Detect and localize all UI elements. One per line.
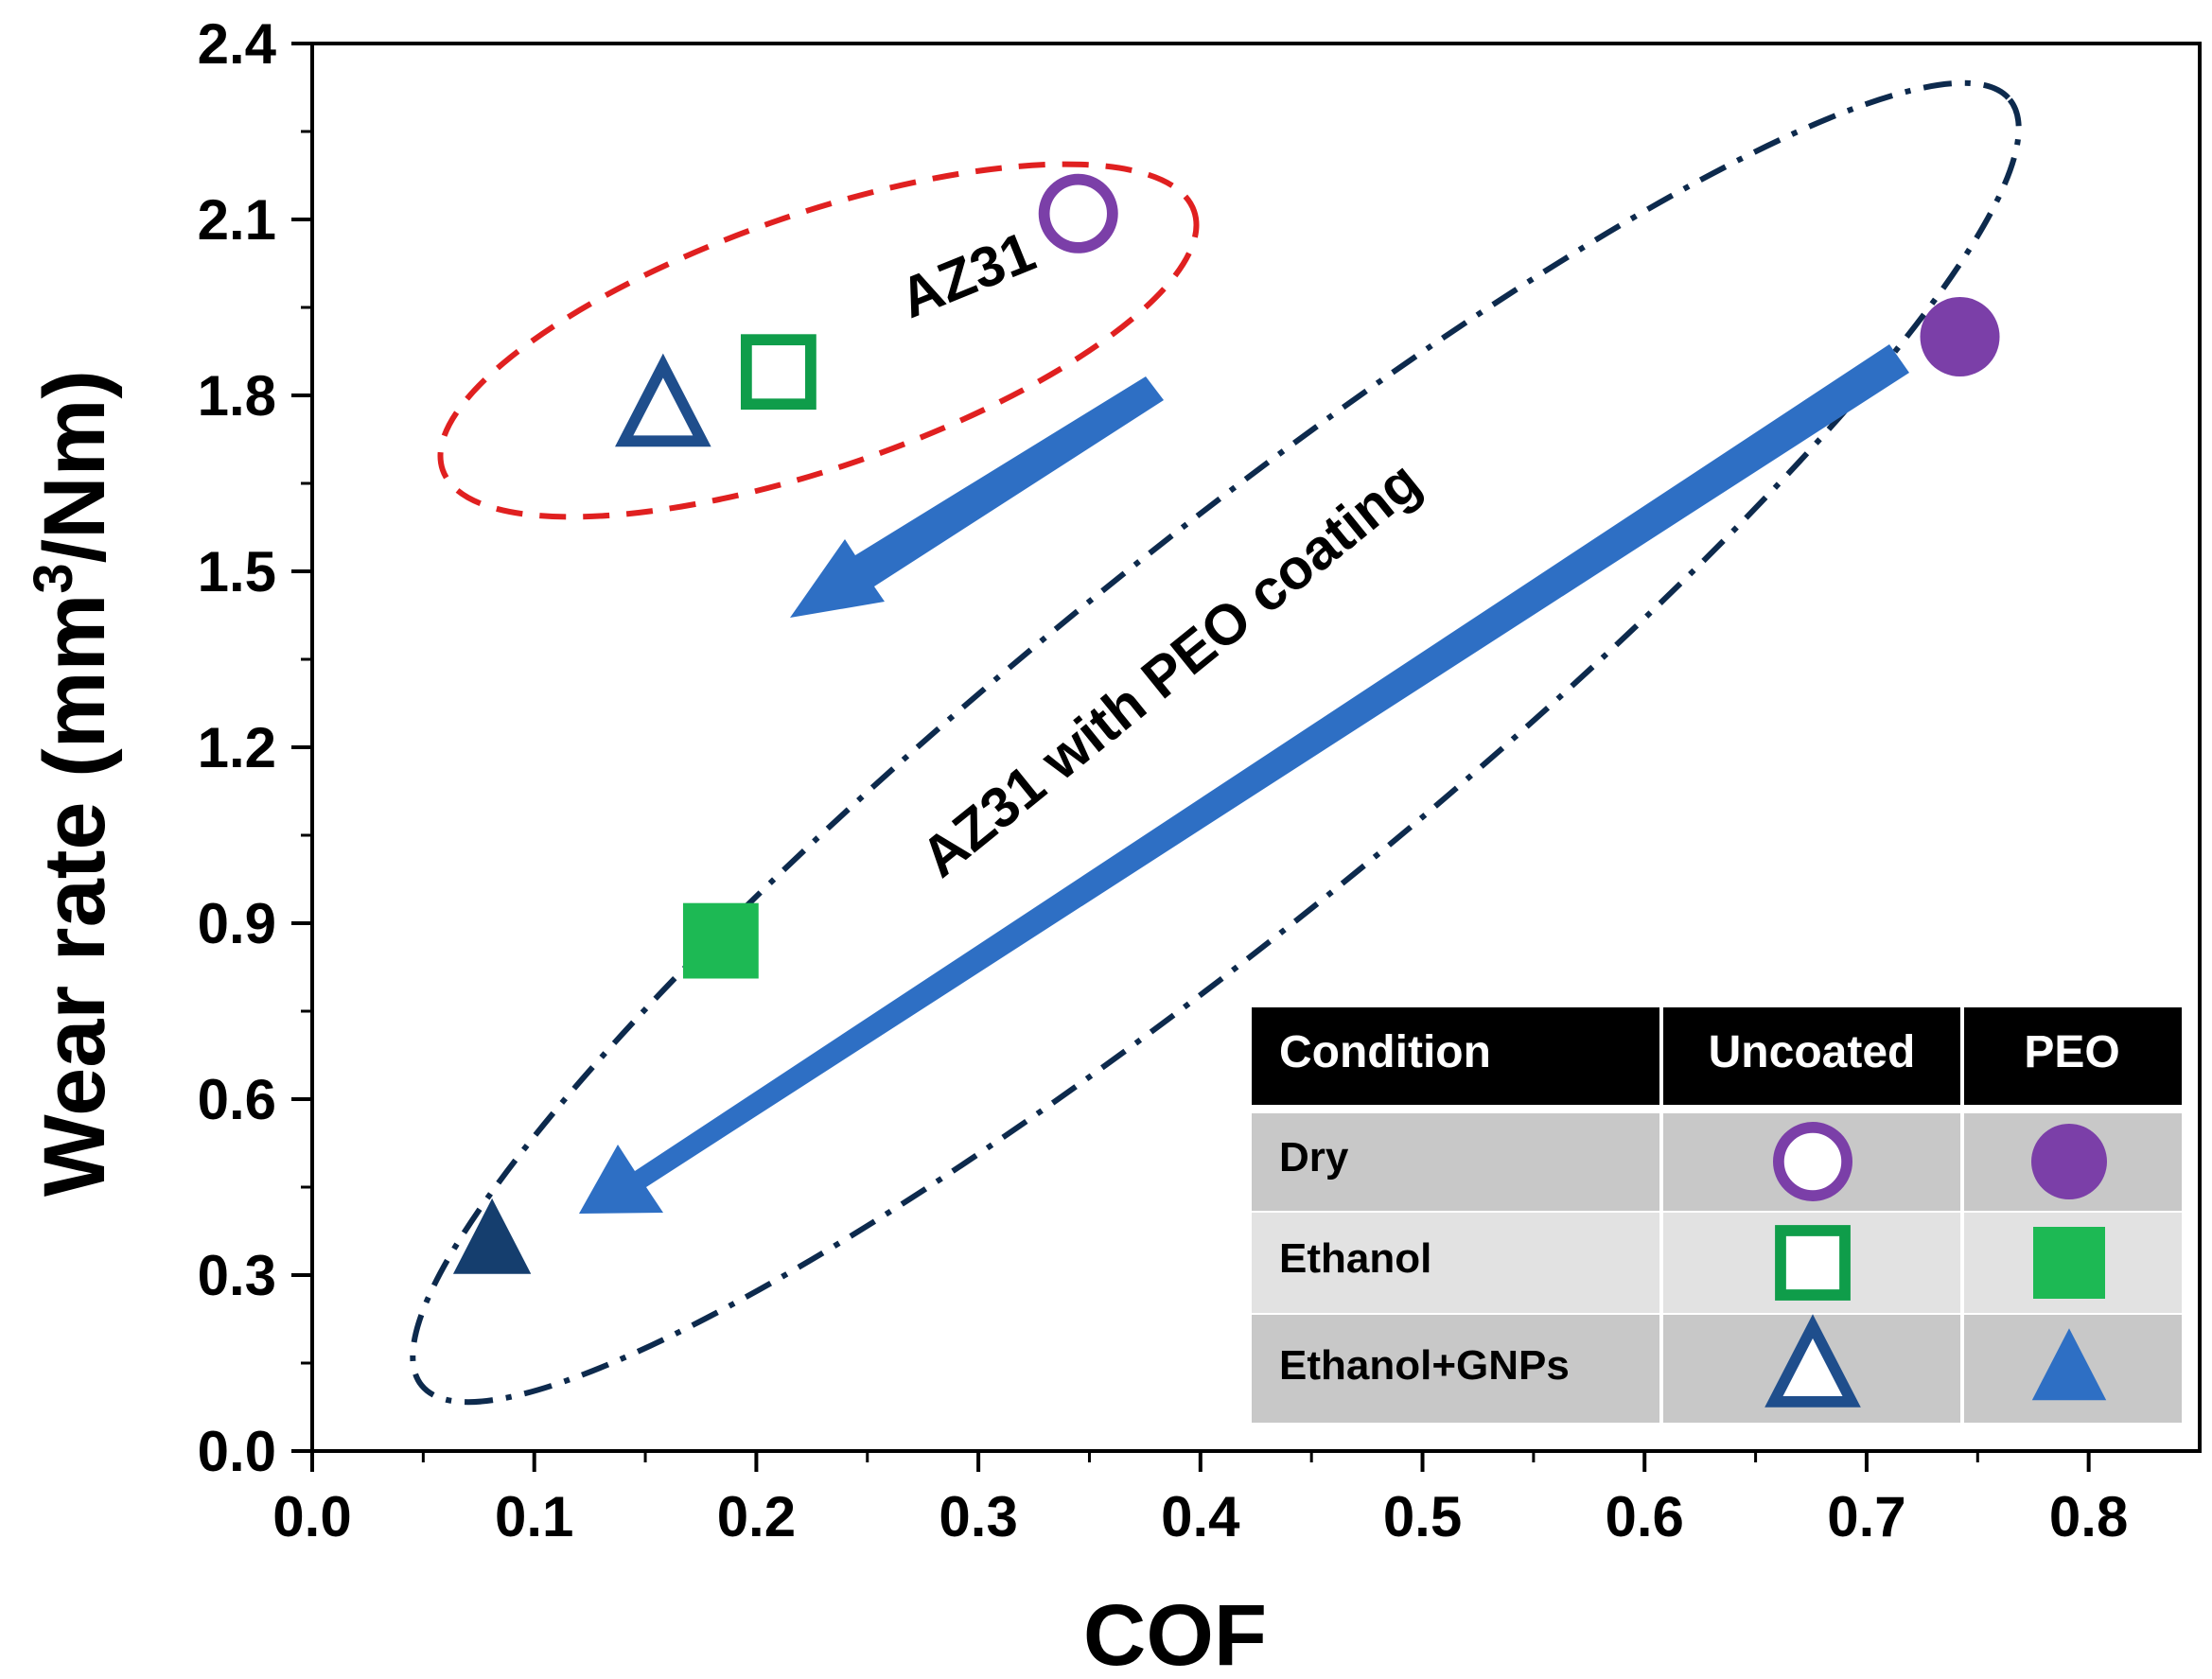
uncoated-ellipse <box>437 161 1200 520</box>
peo-ellipse <box>410 79 2022 1406</box>
x-tick-label: 0.2 <box>717 1485 796 1548</box>
legend-header-peo: PEO <box>2024 1027 2119 1077</box>
legend-table: Condition Uncoated PEO Dry Ethanol Ethan… <box>1252 1007 2182 1423</box>
x-tick-label: 0.8 <box>2049 1485 2128 1548</box>
x-tick-label: 0.6 <box>1606 1485 1684 1548</box>
legend-header-uncoated: Uncoated <box>1709 1027 1916 1077</box>
x-tick-label: 0.3 <box>939 1485 1017 1548</box>
legend-row-bg-ethanol <box>1252 1213 2182 1313</box>
x-tick-label: 0.5 <box>1383 1485 1462 1548</box>
data-point-uncoated-ethanol <box>740 334 816 411</box>
axis-ticks <box>291 42 2091 1472</box>
peo-trend-arrow <box>579 344 1909 1214</box>
y-tick-label: 2.1 <box>198 188 276 252</box>
legend-peo-dry-marker <box>2031 1124 2107 1199</box>
data-point-uncoated-dry <box>1038 173 1118 254</box>
data-markers <box>452 173 2000 1274</box>
y-axis-title: Wear rate (mm3/Nm) <box>23 370 123 1197</box>
y-tick-label: 0.6 <box>198 1068 276 1131</box>
legend-markers <box>1764 1122 2107 1408</box>
y-tick-label: 2.4 <box>198 12 277 76</box>
legend-row-bg-ethanol-gnps <box>1252 1315 2182 1423</box>
az31-label: AZ31 <box>891 219 1044 330</box>
x-tick-label: 0.1 <box>495 1485 573 1548</box>
legend-row-label-ethanol: Ethanol <box>1279 1235 1431 1282</box>
legend-peo-ethanol-gnps-marker <box>2031 1328 2107 1401</box>
uncoated-trend-arrow <box>790 376 1164 618</box>
peo-ellipse-group <box>410 79 2022 1406</box>
tick-labels: 0.0 0.1 0.2 0.3 0.4 0.5 0.6 0.7 0.8 0.0 0.3 0.6 0.9 1… <box>198 12 2129 1548</box>
y-tick-label: 0.0 <box>198 1420 276 1483</box>
data-point-peo-ethanol <box>682 902 759 979</box>
x-tick-label: 0.4 <box>1161 1485 1240 1548</box>
x-tick-label: 0.0 <box>272 1485 351 1548</box>
legend-uncoated-ethanol-marker <box>1775 1225 1851 1301</box>
data-point-peo-dry <box>1920 297 2000 376</box>
data-point-uncoated-ethanol-gnps <box>615 353 711 447</box>
legend-uncoated-dry-marker <box>1773 1122 1853 1202</box>
legend-uncoated-ethanol-gnps-marker <box>1764 1314 1861 1408</box>
y-axis-title-tail: /Nm) <box>26 370 123 563</box>
y-tick-label: 0.9 <box>198 892 276 955</box>
legend-peo-ethanol-marker <box>2033 1227 2105 1299</box>
legend-header-bg <box>1252 1007 2182 1105</box>
legend-row-label-ethanol-gnps: Ethanol+GNPs <box>1279 1342 1570 1389</box>
y-axis-title-main: Wear rate (mm <box>26 594 123 1197</box>
legend-row-bg-dry <box>1252 1113 2182 1211</box>
data-point-peo-ethanol-gnps <box>452 1198 532 1274</box>
legend-header-condition: Condition <box>1279 1027 1491 1077</box>
legend-row-label-dry: Dry <box>1279 1134 1349 1181</box>
y-tick-label: 1.8 <box>198 364 276 428</box>
y-tick-label: 1.2 <box>198 716 276 779</box>
x-axis-title: COF <box>1083 1587 1267 1679</box>
y-tick-label: 1.5 <box>198 540 276 603</box>
uncoated-ellipse-group <box>437 161 1200 520</box>
x-tick-label: 0.7 <box>1827 1485 1905 1548</box>
y-tick-label: 0.3 <box>198 1244 276 1307</box>
y-axis-title-sup: 3 <box>23 563 84 593</box>
